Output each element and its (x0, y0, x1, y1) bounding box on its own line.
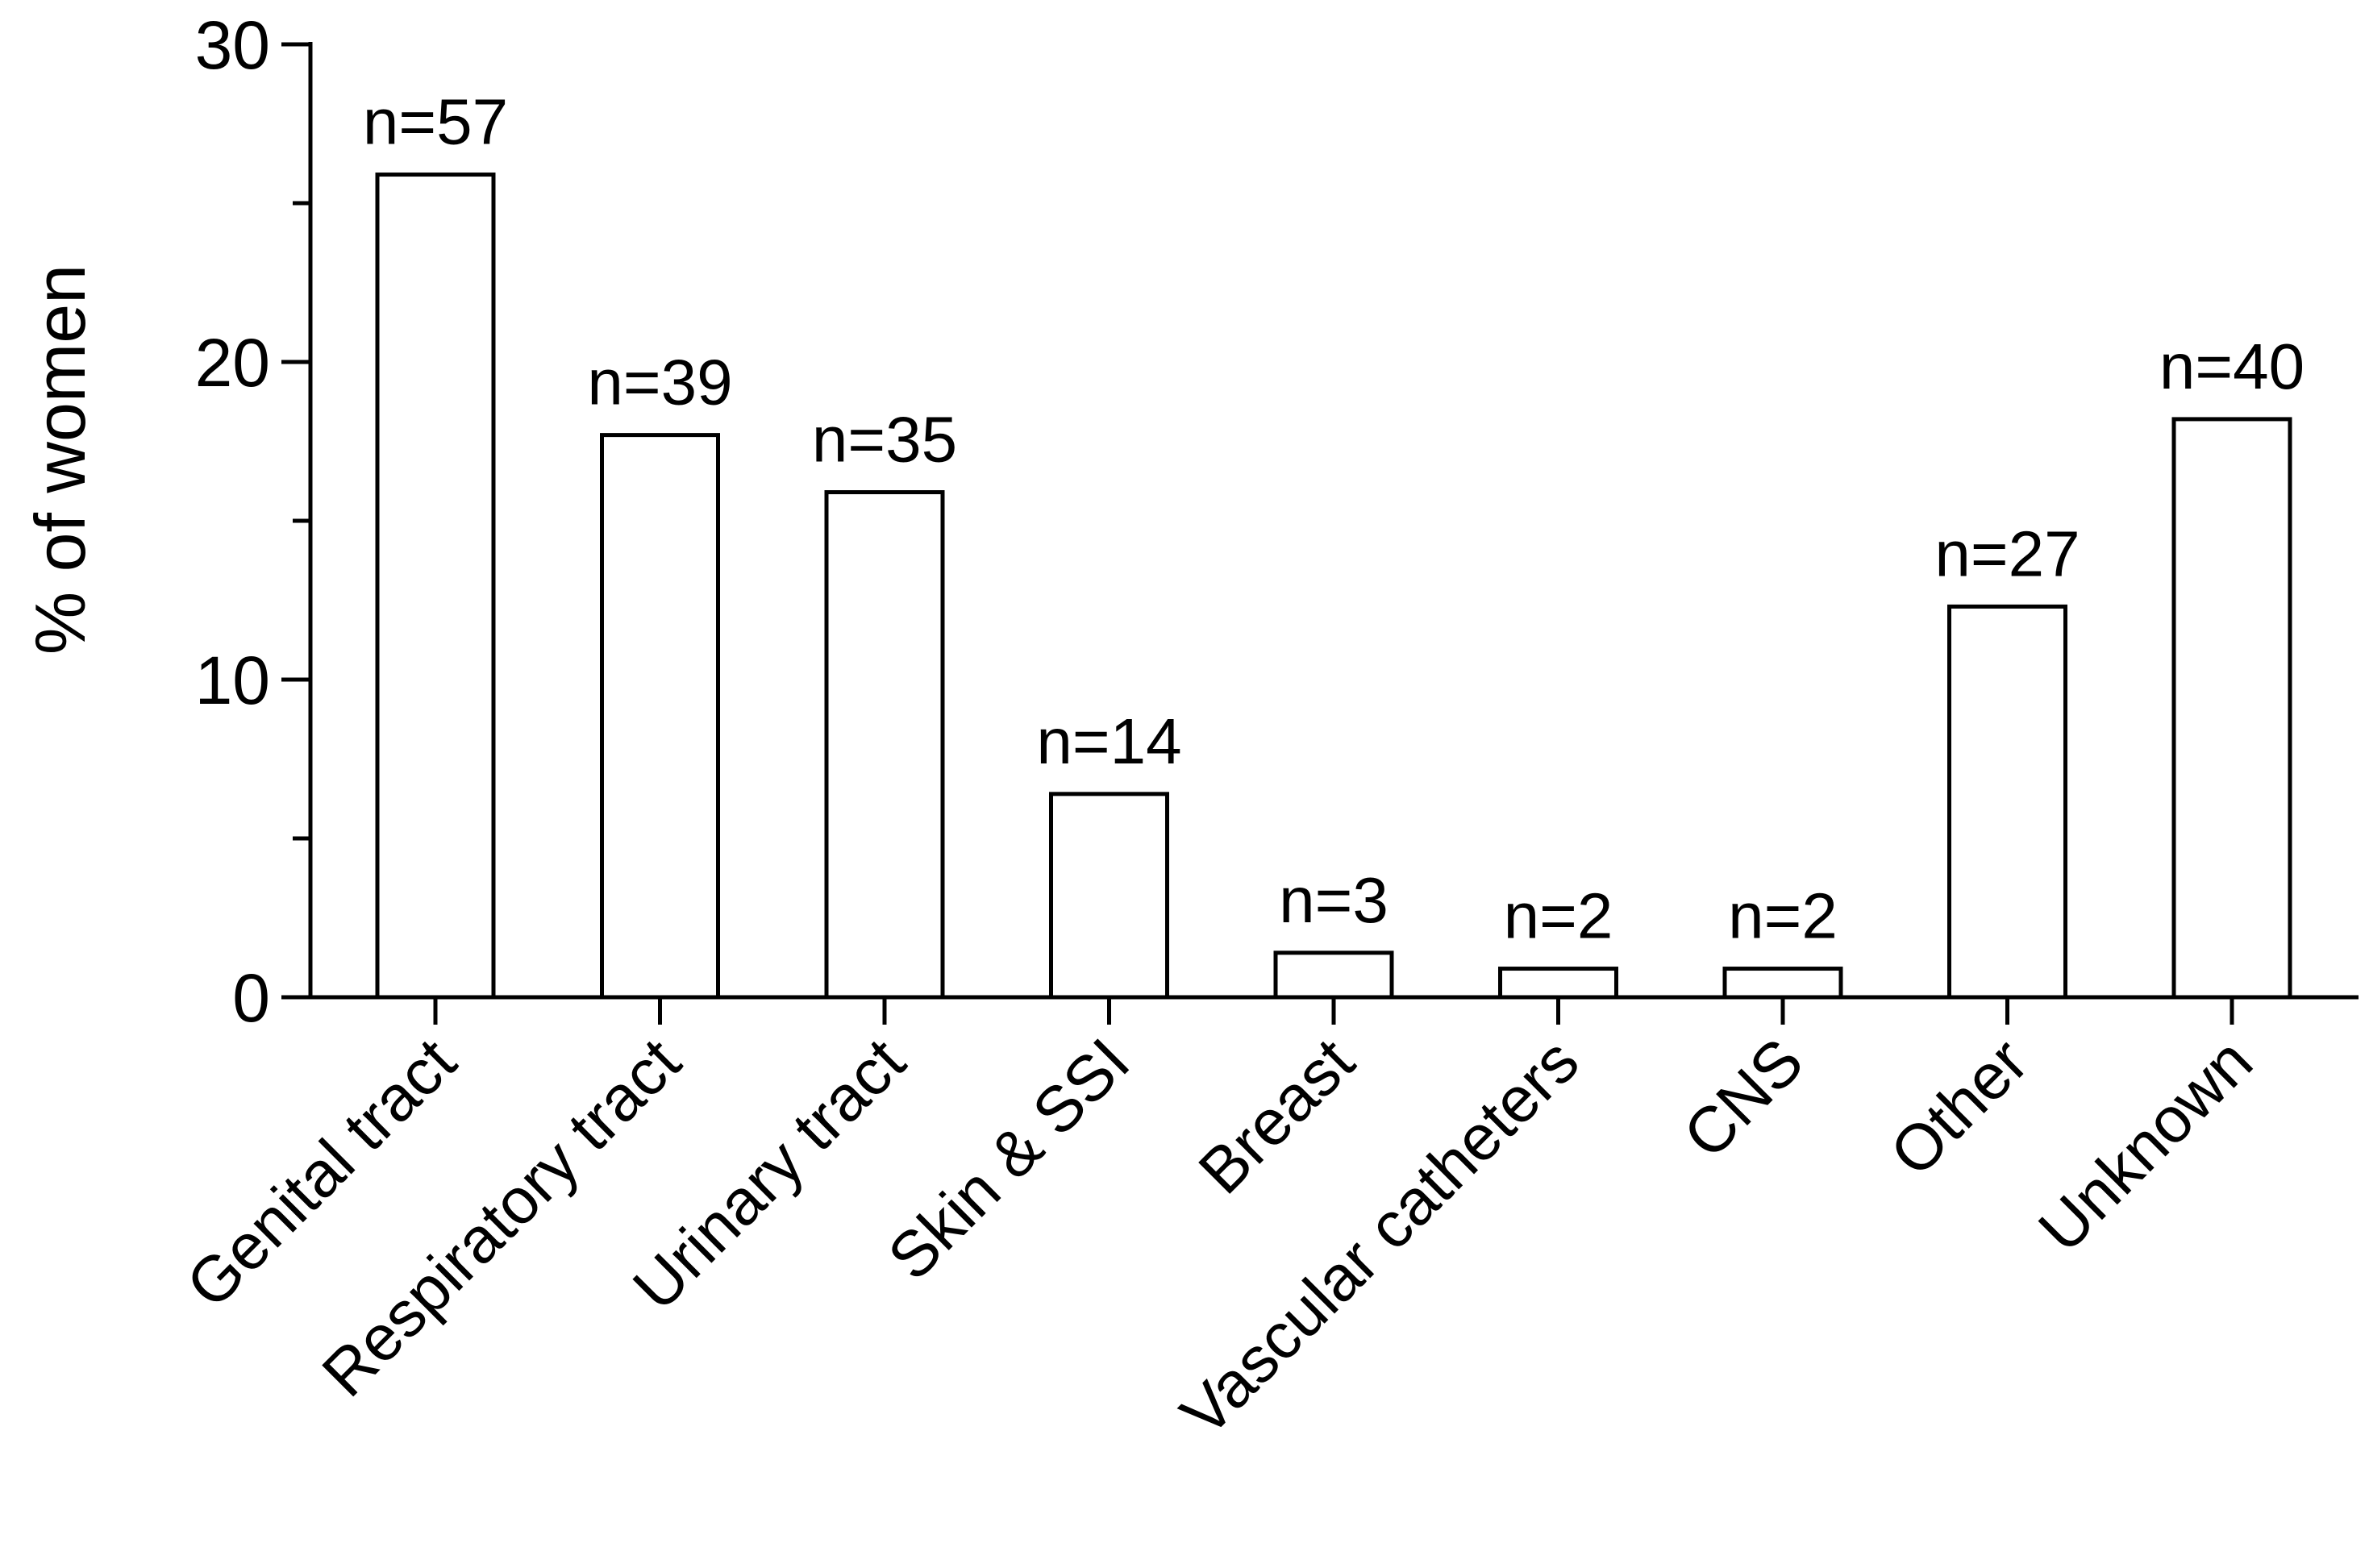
y-axis-title: % of women (20, 264, 100, 655)
y-tick-label: 10 (195, 643, 270, 718)
bar (1273, 950, 1394, 1000)
y-tick-label: 0 (232, 960, 270, 1036)
axes-layer (281, 42, 2359, 1025)
x-tick-label: Breast (1185, 1025, 1368, 1207)
data-label: n=27 (1934, 518, 2080, 589)
y-tick-label: 20 (195, 325, 270, 401)
bar (824, 490, 945, 1000)
data-label: n=2 (1504, 880, 1613, 952)
bar (1049, 792, 1169, 1000)
x-tick-label: Unknown (2025, 1025, 2266, 1266)
x-tick-label: Other (1876, 1025, 2041, 1189)
x-tick-label: CNS (1670, 1025, 1817, 1171)
x-tick-label: Vascular catheters (1167, 1025, 1592, 1449)
data-label: n=35 (812, 404, 957, 476)
data-label: n=14 (1036, 705, 1181, 777)
data-label: n=3 (1279, 864, 1389, 936)
data-label: n=2 (1728, 880, 1838, 952)
data-label: n=39 (587, 347, 732, 418)
bar (1498, 967, 1618, 1000)
y-tick-label: 30 (195, 7, 270, 83)
data-label: n=57 (363, 86, 508, 158)
data-label: n=40 (2159, 331, 2304, 402)
bar (375, 173, 496, 1000)
bar (2171, 417, 2292, 1000)
bar (1722, 967, 1843, 1000)
bar (600, 433, 720, 1000)
x-tick-label: Skin & SSI (874, 1025, 1143, 1293)
bar (1947, 604, 2067, 1000)
